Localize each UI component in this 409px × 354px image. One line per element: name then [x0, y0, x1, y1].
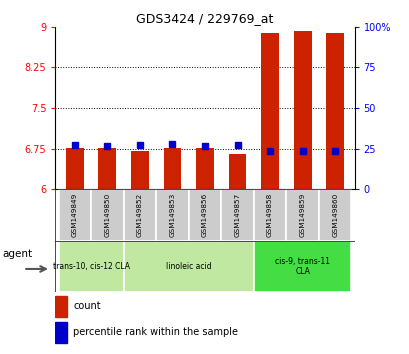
Text: GSM149860: GSM149860: [331, 193, 337, 237]
Bar: [253, 241, 351, 292]
Text: GSM149853: GSM149853: [169, 193, 175, 237]
Bar: [228, 154, 246, 189]
Bar: [91, 189, 124, 241]
Bar: [188, 189, 221, 241]
Bar: [55, 322, 67, 343]
Bar: [285, 189, 318, 241]
Text: percentile rank within the sample: percentile rank within the sample: [73, 327, 238, 337]
Text: GSM149858: GSM149858: [266, 193, 272, 237]
Bar: [66, 148, 83, 189]
Bar: [318, 189, 351, 241]
Bar: [163, 148, 181, 189]
Bar: [196, 148, 213, 189]
Text: count: count: [73, 301, 101, 311]
Bar: [58, 241, 124, 292]
Text: GSM149852: GSM149852: [137, 193, 143, 237]
Text: GSM149857: GSM149857: [234, 193, 240, 237]
Bar: [156, 189, 188, 241]
Bar: [221, 189, 253, 241]
Text: GSM149856: GSM149856: [202, 193, 207, 237]
Bar: [124, 241, 253, 292]
Bar: [98, 148, 116, 189]
Text: GSM149859: GSM149859: [299, 193, 305, 237]
Bar: [58, 189, 91, 241]
Bar: [326, 33, 343, 189]
Bar: [130, 152, 148, 189]
Text: cis-9, trans-11
CLA: cis-9, trans-11 CLA: [274, 257, 329, 276]
Bar: [293, 31, 311, 189]
Bar: [124, 189, 156, 241]
Bar: [261, 33, 279, 189]
Title: GDS3424 / 229769_at: GDS3424 / 229769_at: [136, 12, 273, 25]
Text: GSM149850: GSM149850: [104, 193, 110, 237]
Bar: [55, 296, 67, 317]
Text: linoleic acid: linoleic acid: [166, 262, 211, 271]
Text: GSM149849: GSM149849: [72, 193, 78, 237]
Text: agent: agent: [3, 249, 33, 258]
Text: trans-10, cis-12 CLA: trans-10, cis-12 CLA: [52, 262, 129, 271]
Bar: [253, 189, 285, 241]
